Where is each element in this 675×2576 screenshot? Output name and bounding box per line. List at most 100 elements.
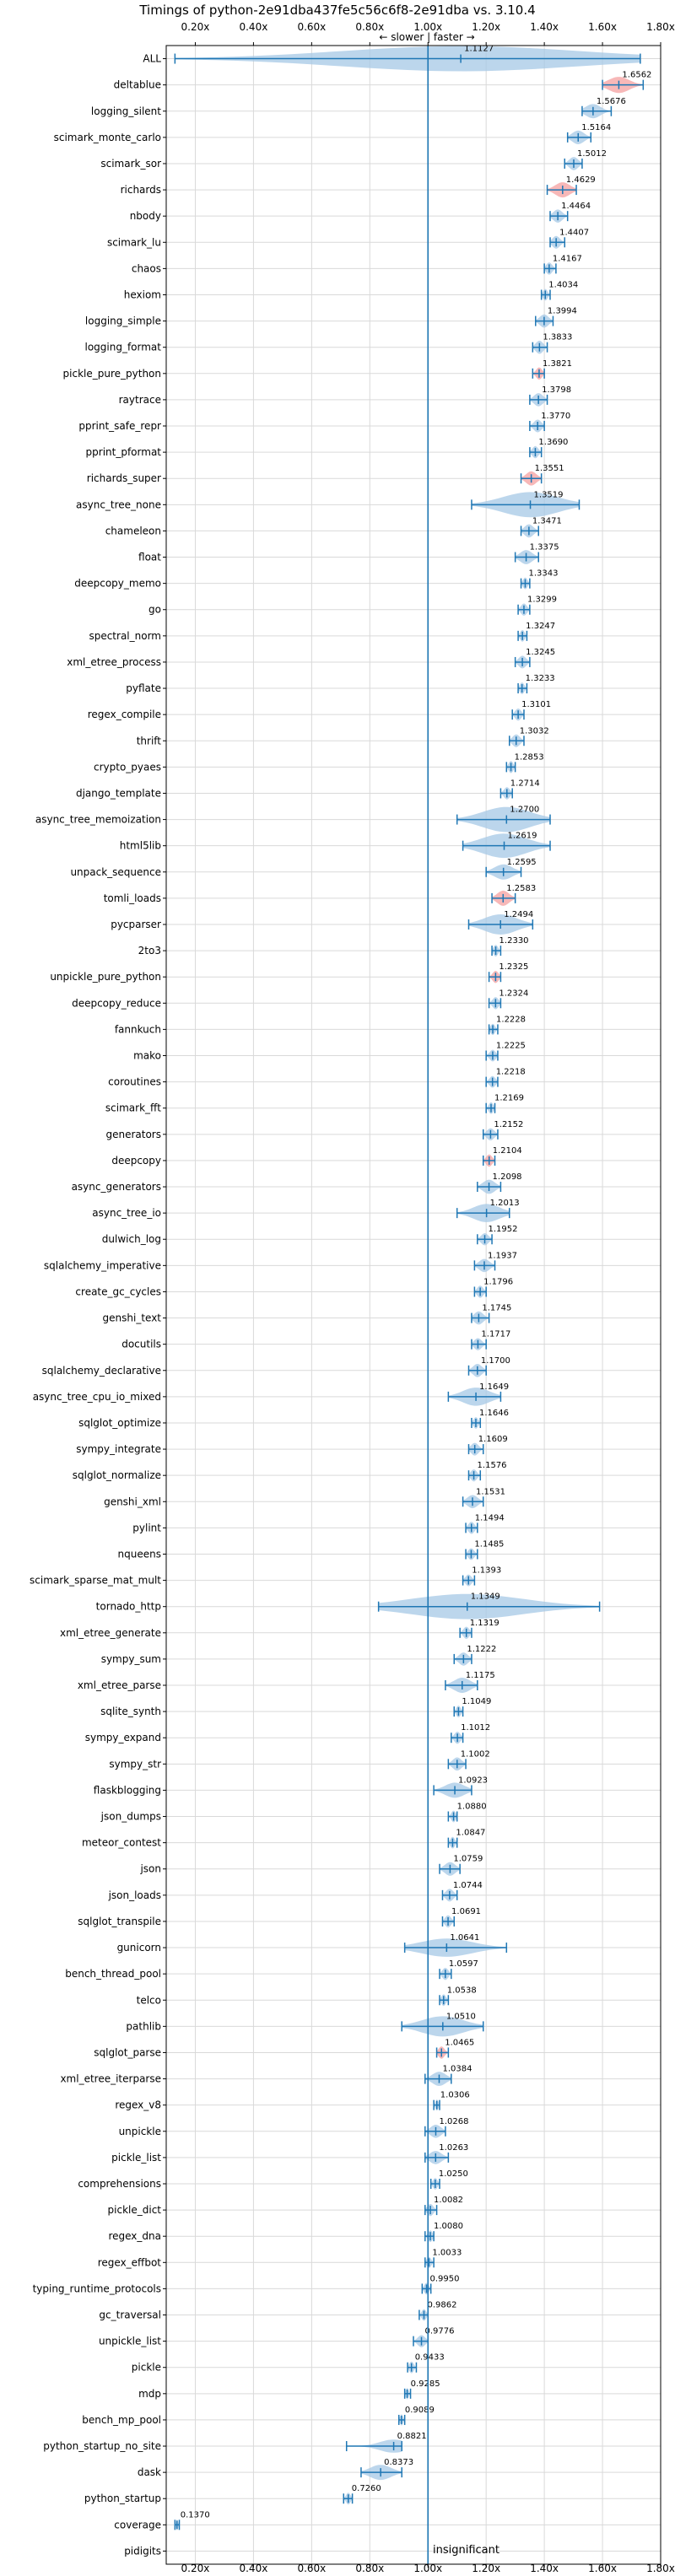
benchmark-label: create_gc_cycles xyxy=(75,1285,161,1297)
value-label: 0.9285 xyxy=(411,2379,440,2389)
value-label: 1.0744 xyxy=(453,1881,483,1890)
value-label: 1.4034 xyxy=(548,280,578,289)
value-label: 0.9862 xyxy=(427,2301,456,2310)
value-label: 1.1796 xyxy=(483,1277,513,1286)
value-label: 1.1649 xyxy=(479,1382,509,1392)
benchmark-label: pylint xyxy=(132,1522,161,1533)
benchmark-label: tornado_http xyxy=(96,1601,161,1613)
benchmark-label: sympy_sum xyxy=(101,1653,161,1665)
benchmark-label: xml_etree_parse xyxy=(78,1679,161,1691)
value-label: 1.1609 xyxy=(478,1435,508,1444)
value-label: 1.3994 xyxy=(548,307,577,316)
x-tick-label-bottom: 0.60x xyxy=(297,2563,326,2573)
benchmark-label: chaos xyxy=(132,262,161,274)
benchmark-label: xml_etree_generate xyxy=(60,1627,161,1639)
benchmark-label: pathlib xyxy=(126,2020,161,2032)
benchmark-label: fannkuch xyxy=(115,1023,161,1035)
value-label: 1.2013 xyxy=(490,1199,520,1208)
benchmark-label: pickle_list xyxy=(111,2152,161,2164)
benchmark-label: pprint_safe_repr xyxy=(78,420,161,432)
x-tick-label-top: 0.60x xyxy=(297,21,326,33)
x-tick-label-bottom: 0.20x xyxy=(181,2563,210,2573)
benchmark-label: regex_dna xyxy=(108,2230,161,2242)
x-tick-label-top: 1.60x xyxy=(588,21,617,33)
value-label: 1.2225 xyxy=(496,1042,526,1051)
benchmark-label: sqlglot_normalize xyxy=(73,1469,161,1481)
value-label: 1.0510 xyxy=(446,2012,476,2021)
x-tick-label-bottom: 1.60x xyxy=(588,2563,617,2573)
benchmark-label: scimark_sparse_mat_mult xyxy=(30,1575,161,1587)
benchmark-label: deepcopy_reduce xyxy=(72,997,161,1009)
benchmark-label: sqlglot_parse xyxy=(94,2046,161,2058)
x-tick-label-top: 1.20x xyxy=(472,21,500,33)
value-label: 0.9950 xyxy=(430,2274,460,2283)
benchmark-label: genshi_xml xyxy=(104,1495,161,1507)
value-label: 1.3551 xyxy=(535,464,564,473)
value-label: 1.3101 xyxy=(521,700,551,709)
value-label: 1.0880 xyxy=(457,1803,487,1812)
value-label: 1.1049 xyxy=(462,1697,491,1706)
benchmark-label: bench_mp_pool xyxy=(82,2414,161,2426)
value-label: 0.9433 xyxy=(415,2353,445,2363)
benchmark-label: pickle_pure_python xyxy=(63,368,161,380)
x-tick-label-bottom: 1.20x xyxy=(472,2563,500,2573)
value-label: 1.3375 xyxy=(530,543,559,552)
value-label: 1.0641 xyxy=(450,1933,479,1943)
value-label: 1.6562 xyxy=(622,71,651,80)
value-label: 0.8373 xyxy=(384,2458,413,2467)
value-label: 1.3770 xyxy=(541,412,570,421)
value-label: 1.1485 xyxy=(474,1539,504,1549)
value-label: 1.3821 xyxy=(543,359,572,369)
value-label: 1.5164 xyxy=(581,123,611,132)
value-label: 1.4407 xyxy=(559,228,589,237)
value-label: 1.3032 xyxy=(520,726,549,736)
value-label: 1.2583 xyxy=(506,884,536,893)
benchmark-label: async_tree_io xyxy=(92,1207,161,1219)
benchmark-label: json xyxy=(139,1863,161,1875)
benchmark-label: mdp xyxy=(138,2388,161,2400)
benchmark-label: html5lib xyxy=(120,840,161,852)
x-tick-label-top: 1.80x xyxy=(646,21,675,33)
benchmark-label: bench_thread_pool xyxy=(65,1968,161,1980)
value-label: 1.1175 xyxy=(466,1671,495,1680)
value-label: 1.2325 xyxy=(499,962,528,972)
benchmark-label: raytrace xyxy=(119,394,161,406)
benchmark-label: meteor_contest xyxy=(82,1837,161,1849)
benchmark-label: pycparser xyxy=(111,919,161,930)
benchmark-label: richards xyxy=(121,184,161,196)
benchmark-label: regex_effbot xyxy=(98,2256,162,2268)
value-label: 1.0691 xyxy=(451,1907,481,1916)
benchmark-label: pyflate xyxy=(126,682,161,694)
benchmark-label: scimark_monte_carlo xyxy=(54,132,161,143)
benchmark-label: regex_v8 xyxy=(115,2099,161,2111)
value-label: 1.2494 xyxy=(504,910,533,919)
value-label: 1.0080 xyxy=(434,2222,463,2231)
benchmark-label: nqueens xyxy=(118,1548,161,1560)
direction-label: ← slower | faster → xyxy=(379,31,474,43)
marks-layer: 1.1127 1.6562 1.5676 1.5164 1.5012 1.4629 1.44… xyxy=(174,45,651,2564)
benchmark-label: sympy_str xyxy=(109,1758,161,1770)
benchmark-label: nbody xyxy=(130,210,161,222)
x-tick-label-bottom: 1.00x xyxy=(413,2563,442,2573)
benchmark-label: gc_traversal xyxy=(99,2309,161,2321)
benchmark-label: async_tree_none xyxy=(76,498,161,510)
benchmark-label: pickle_dict xyxy=(108,2204,162,2216)
benchmark-label: async_generators xyxy=(72,1181,161,1193)
x-tick-label-top: 0.40x xyxy=(239,21,267,33)
value-label: 1.1745 xyxy=(482,1304,511,1313)
benchmark-label: typing_runtime_protocols xyxy=(33,2282,161,2294)
value-label: 1.0033 xyxy=(432,2248,462,2257)
value-label: 1.3247 xyxy=(526,622,555,631)
benchmark-label: json_loads xyxy=(108,1889,161,1901)
value-label: 1.3519 xyxy=(534,490,564,499)
value-label: 1.2228 xyxy=(496,1015,526,1024)
x-tick-label-top: 0.20x xyxy=(181,21,210,33)
value-label: 1.1127 xyxy=(464,45,494,54)
benchmark-label: scimark_sor xyxy=(100,158,161,170)
value-label: 1.0538 xyxy=(447,1986,477,1995)
value-label: 1.3833 xyxy=(543,333,572,342)
benchmark-label: sqlglot_transpile xyxy=(78,1916,161,1927)
x-tick-label-top: 0.80x xyxy=(355,21,384,33)
